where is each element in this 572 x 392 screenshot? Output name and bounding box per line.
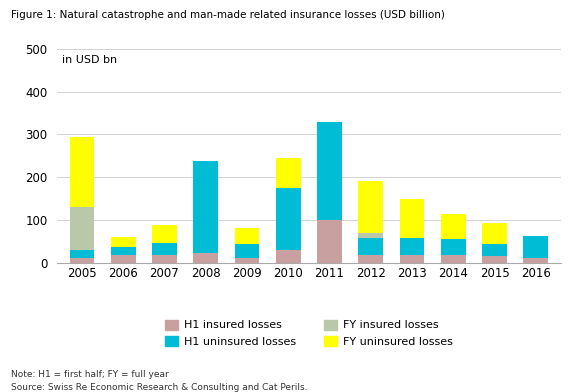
Bar: [193, 253, 218, 263]
Bar: [523, 250, 548, 263]
Bar: [317, 164, 342, 207]
Bar: [70, 250, 94, 258]
Bar: [441, 255, 466, 263]
Bar: [193, 230, 218, 235]
Bar: [276, 188, 301, 250]
Bar: [523, 247, 548, 250]
Bar: [482, 247, 507, 263]
Bar: [111, 247, 136, 255]
Bar: [400, 198, 424, 239]
Legend: H1 insured losses, H1 uninsured losses, FY insured losses, FY uninsured losses: H1 insured losses, H1 uninsured losses, …: [161, 315, 457, 351]
Bar: [111, 255, 136, 263]
Bar: [441, 239, 466, 263]
Bar: [111, 237, 136, 255]
Bar: [235, 244, 259, 258]
Bar: [193, 162, 218, 253]
Text: Source: Swiss Re Economic Research & Consulting and Cat Perils.: Source: Swiss Re Economic Research & Con…: [11, 383, 308, 392]
Bar: [359, 233, 383, 263]
Bar: [111, 255, 136, 263]
Bar: [152, 250, 177, 263]
Bar: [482, 256, 507, 263]
Bar: [482, 223, 507, 247]
Bar: [400, 255, 424, 263]
Bar: [70, 136, 94, 207]
Bar: [441, 239, 466, 255]
Bar: [523, 258, 548, 263]
Bar: [235, 258, 259, 263]
Bar: [152, 243, 177, 255]
Bar: [235, 250, 259, 263]
Bar: [523, 236, 548, 258]
Text: Figure 1: Natural catastrophe and man-made related insurance losses (USD billion: Figure 1: Natural catastrophe and man-ma…: [11, 10, 446, 20]
Bar: [276, 158, 301, 239]
Bar: [317, 220, 342, 263]
Bar: [400, 239, 424, 263]
Bar: [317, 207, 342, 263]
Bar: [359, 181, 383, 233]
Bar: [276, 239, 301, 263]
Bar: [193, 235, 218, 263]
Bar: [70, 207, 94, 263]
Bar: [317, 122, 342, 220]
Bar: [400, 238, 424, 255]
Bar: [441, 214, 466, 239]
Bar: [70, 258, 94, 263]
Text: in USD bn: in USD bn: [62, 55, 117, 65]
Bar: [276, 250, 301, 263]
Bar: [152, 225, 177, 250]
Bar: [359, 255, 383, 263]
Bar: [152, 255, 177, 263]
Bar: [359, 238, 383, 255]
Text: Note: H1 = first half; FY = full year: Note: H1 = first half; FY = full year: [11, 370, 169, 379]
Bar: [235, 229, 259, 250]
Bar: [482, 244, 507, 256]
